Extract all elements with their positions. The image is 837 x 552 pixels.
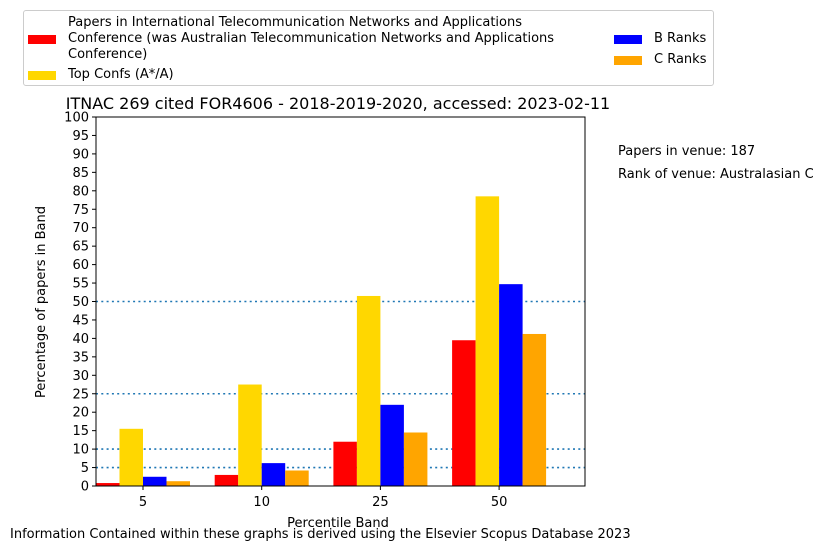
- y-tick-label: 85: [72, 166, 89, 181]
- legend-item-c-ranks: C Ranks: [614, 52, 706, 68]
- y-tick-label: 75: [72, 203, 89, 218]
- legend-swatch-orange: [614, 56, 642, 65]
- venue-rank-note: Rank of venue: Australasian C: [618, 167, 814, 182]
- y-tick-label: 45: [72, 313, 89, 328]
- legend-swatch-blue: [614, 35, 642, 44]
- y-tick-label: 95: [72, 129, 89, 144]
- legend-label-b-ranks: B Ranks: [654, 31, 707, 46]
- y-tick-label: 80: [72, 184, 89, 199]
- bar-25-series-3: [403, 432, 428, 486]
- bar-10-series-1: [238, 384, 262, 486]
- y-tick-label: 20: [72, 406, 89, 421]
- bar-10-series-2: [261, 463, 286, 486]
- y-tick-label: 5: [81, 461, 89, 476]
- legend-label-top-confs: Top Confs (A*/A): [68, 67, 174, 82]
- x-tick-label: 50: [491, 495, 508, 510]
- y-tick-label: 40: [72, 332, 89, 347]
- bar-5-series-3: [166, 481, 190, 486]
- legend-swatch-gold: [28, 71, 56, 80]
- plot-frame: [95, 116, 586, 487]
- x-axis-label: Percentile Band: [287, 516, 389, 531]
- legend-item-venue-papers: Papers in International Telecommunicatio…: [28, 15, 554, 63]
- y-tick-label: 0: [81, 480, 89, 495]
- y-tick-label: 70: [72, 221, 89, 236]
- x-tick-label: 10: [253, 495, 270, 510]
- y-axis-label: Percentage of papers in Band: [34, 206, 49, 398]
- y-tick-label: 15: [72, 424, 89, 439]
- y-tick-label: 55: [72, 277, 89, 292]
- y-tick-label: 30: [72, 369, 89, 384]
- bar-25-series-1: [356, 295, 381, 486]
- bar-50-series-2: [499, 284, 523, 486]
- chart-title: ITNAC 269 cited FOR4606 - 2018-2019-2020…: [66, 94, 610, 113]
- x-tick-label: 25: [372, 495, 389, 510]
- legend-swatch-red: [28, 35, 56, 44]
- bar-5-series-2: [143, 476, 167, 486]
- bar-5-series-1: [119, 428, 143, 486]
- y-tick-label: 35: [72, 350, 89, 365]
- legend-item-top-confs: Top Confs (A*/A): [28, 67, 174, 83]
- bar-10-series-0: [214, 474, 239, 486]
- bar-50-series-3: [522, 333, 547, 486]
- source-footer: Information Contained within these graph…: [10, 527, 631, 542]
- bar-25-series-2: [380, 404, 404, 486]
- bar-5-series-0: [96, 483, 120, 486]
- y-tick-label: 90: [72, 147, 89, 162]
- y-tick-label: 100: [64, 111, 89, 126]
- papers-in-venue-note: Papers in venue: 187: [618, 144, 756, 159]
- bar-10-series-3: [285, 470, 309, 486]
- y-tick-label: 60: [72, 258, 89, 273]
- bar-50-series-1: [475, 196, 500, 486]
- legend-label-c-ranks: C Ranks: [654, 52, 707, 67]
- legend-item-b-ranks: B Ranks: [614, 31, 706, 47]
- legend: Papers in International Telecommunicatio…: [23, 10, 714, 86]
- y-tick-label: 50: [72, 295, 89, 310]
- legend-label-venue-papers: Papers in International Telecommunicatio…: [68, 15, 555, 62]
- bar-50-series-0: [452, 340, 476, 486]
- x-tick-label: 5: [139, 495, 147, 510]
- y-tick-label: 65: [72, 240, 89, 255]
- y-tick-label: 25: [72, 387, 89, 402]
- bar-25-series-0: [333, 441, 357, 486]
- y-tick-label: 10: [72, 443, 89, 458]
